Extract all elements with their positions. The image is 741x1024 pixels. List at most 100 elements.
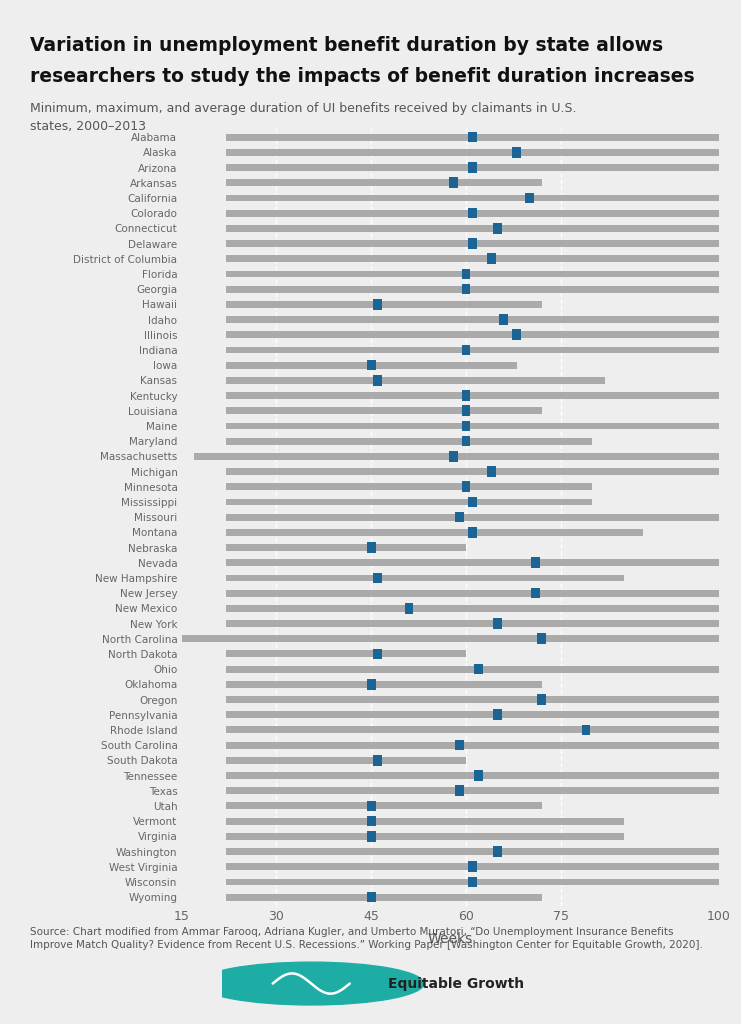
Bar [468,497,476,507]
Bar [468,861,476,872]
Bar [494,710,502,720]
Bar [405,603,413,613]
Bar [226,148,719,156]
Bar [468,208,476,218]
Bar [468,162,476,173]
Bar [494,846,502,857]
Bar [531,557,540,568]
Bar [499,314,508,325]
Bar [226,787,719,795]
Bar [367,801,376,811]
Circle shape [199,963,424,1005]
Bar [226,255,719,262]
Bar [226,332,719,338]
Bar [462,421,471,431]
Bar [462,481,471,493]
Bar [487,466,496,477]
Bar [462,284,471,295]
Bar [525,193,534,203]
Bar [226,848,719,855]
Bar [226,179,542,186]
Bar [373,375,382,386]
Bar [367,359,376,371]
Bar [468,132,476,142]
Text: Variation in unemployment benefit duration by state allows: Variation in unemployment benefit durati… [30,36,662,55]
Bar [531,588,540,598]
Bar [226,499,592,505]
Bar [226,712,719,718]
Bar [226,437,592,444]
Bar [226,377,605,384]
Bar [373,755,382,766]
Bar [367,542,376,553]
Bar [462,345,471,355]
Bar [226,666,719,673]
Bar [226,408,542,414]
Bar [226,210,719,216]
Bar [226,803,542,809]
Bar [373,572,382,584]
Bar [226,544,466,551]
Bar [226,741,719,749]
Bar [537,694,546,705]
Bar [462,436,471,446]
Bar [226,833,624,840]
Bar [226,681,542,688]
Bar [226,894,542,900]
Bar [449,177,458,188]
Bar [226,225,719,231]
Bar [226,468,719,475]
Bar [468,877,476,887]
Bar [474,770,483,781]
Bar [455,739,464,751]
Bar [226,879,719,886]
Bar [226,650,466,657]
Bar [226,818,624,824]
Bar [194,453,719,460]
Bar [474,664,483,675]
Bar [226,195,719,202]
Bar [468,527,476,538]
Bar [367,816,376,826]
Bar [512,147,521,158]
Bar [373,648,382,659]
Bar [455,785,464,796]
Bar [226,483,592,490]
Text: Minimum, maximum, and average duration of UI benefits received by claimants in U: Minimum, maximum, and average duration o… [30,102,576,133]
Bar [226,240,719,247]
Bar [226,392,719,399]
Bar [226,772,719,779]
Bar [449,451,458,462]
Bar [226,286,719,293]
Bar [226,726,719,733]
Bar [226,529,643,536]
Text: Source: Chart modified from Ammar Farooq, Adriana Kugler, and Umberto Muratori, : Source: Chart modified from Ammar Farooq… [30,927,702,950]
Bar [226,757,466,764]
Text: researchers to study the impacts of benefit duration increases: researchers to study the impacts of bene… [30,67,694,86]
Bar [226,514,719,520]
Bar [226,605,719,611]
Bar [226,863,719,870]
Bar [537,634,546,644]
Bar [512,330,521,340]
Bar [226,621,719,627]
Bar [226,164,719,171]
Bar [226,270,719,278]
Bar [182,635,719,642]
Bar [494,618,502,629]
Bar [226,696,719,702]
Text: Equitable Growth: Equitable Growth [388,977,525,990]
Bar [462,268,471,280]
Bar [462,390,471,400]
Bar [226,316,719,323]
Bar [226,559,719,566]
Bar [367,892,376,902]
Bar [226,346,719,353]
Bar [462,406,471,416]
X-axis label: Weeks: Weeks [428,932,473,946]
Bar [226,574,624,582]
Bar [373,299,382,309]
Bar [487,253,496,264]
Bar [226,301,542,308]
Bar [367,679,376,689]
